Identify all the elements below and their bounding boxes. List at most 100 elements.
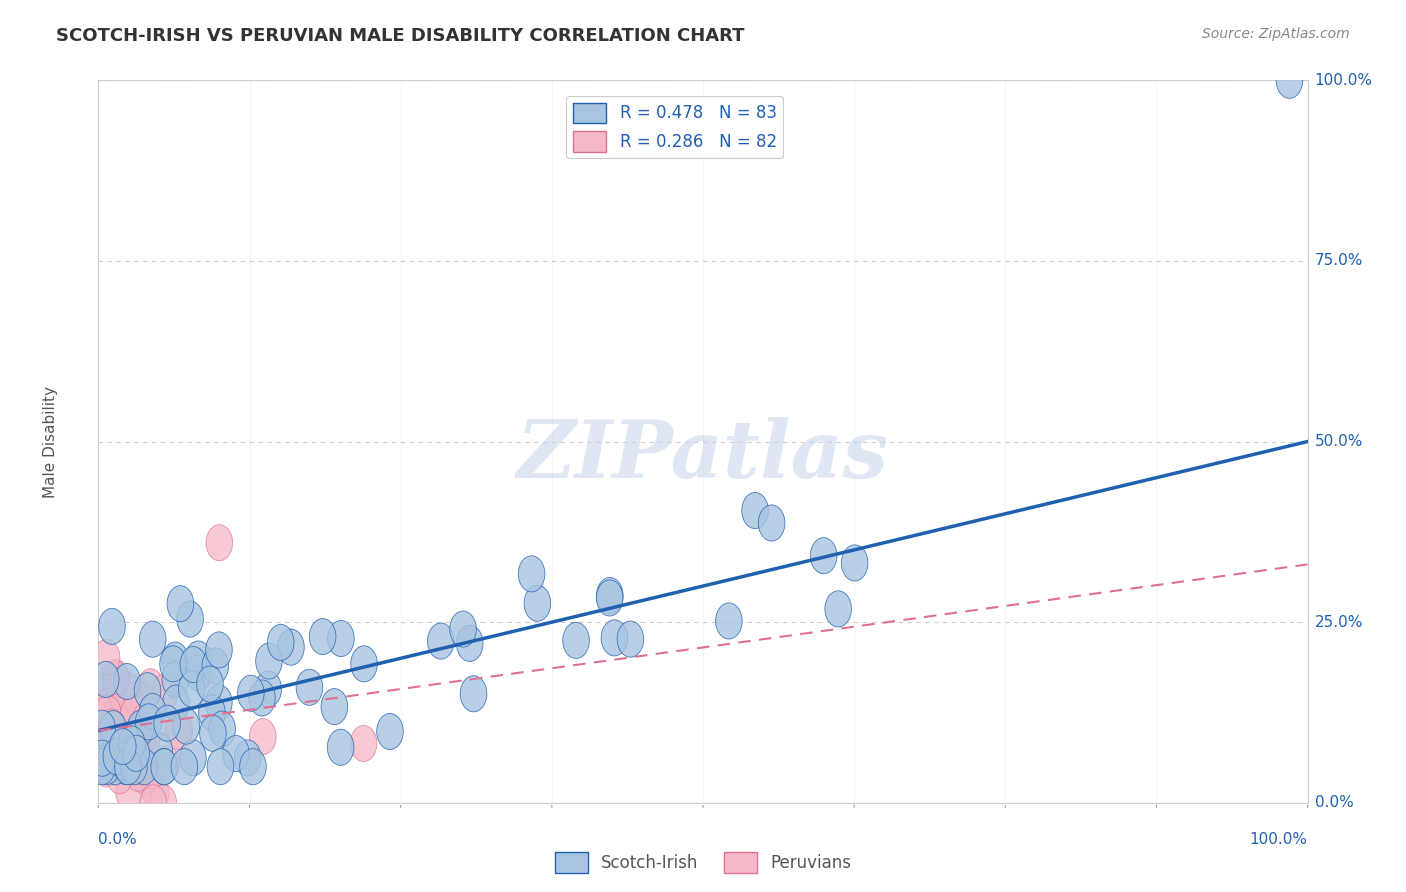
Ellipse shape bbox=[96, 721, 122, 757]
Ellipse shape bbox=[86, 675, 112, 712]
Ellipse shape bbox=[121, 748, 148, 785]
Ellipse shape bbox=[235, 739, 262, 776]
Ellipse shape bbox=[309, 618, 336, 655]
Text: 0.0%: 0.0% bbox=[98, 831, 138, 847]
Ellipse shape bbox=[328, 621, 354, 657]
Ellipse shape bbox=[267, 624, 294, 660]
Ellipse shape bbox=[91, 697, 118, 733]
Ellipse shape bbox=[103, 739, 129, 774]
Ellipse shape bbox=[103, 659, 129, 696]
Ellipse shape bbox=[115, 673, 142, 709]
Ellipse shape bbox=[180, 739, 207, 776]
Ellipse shape bbox=[450, 611, 477, 647]
Ellipse shape bbox=[519, 556, 546, 592]
Ellipse shape bbox=[93, 748, 120, 785]
Ellipse shape bbox=[100, 711, 127, 747]
Ellipse shape bbox=[186, 641, 212, 677]
Ellipse shape bbox=[125, 748, 152, 784]
Ellipse shape bbox=[138, 669, 165, 705]
Ellipse shape bbox=[94, 744, 121, 780]
Ellipse shape bbox=[202, 648, 229, 684]
Ellipse shape bbox=[104, 694, 131, 731]
Ellipse shape bbox=[377, 714, 404, 749]
Text: SCOTCH-IRISH VS PERUVIAN MALE DISABILITY CORRELATION CHART: SCOTCH-IRISH VS PERUVIAN MALE DISABILITY… bbox=[56, 27, 745, 45]
Ellipse shape bbox=[825, 591, 852, 627]
Ellipse shape bbox=[97, 719, 124, 755]
Ellipse shape bbox=[277, 629, 304, 665]
Ellipse shape bbox=[810, 538, 837, 574]
Ellipse shape bbox=[162, 662, 188, 698]
Ellipse shape bbox=[124, 748, 150, 785]
Ellipse shape bbox=[118, 726, 145, 762]
Ellipse shape bbox=[94, 696, 121, 731]
Ellipse shape bbox=[90, 733, 117, 769]
Ellipse shape bbox=[87, 704, 114, 740]
Ellipse shape bbox=[179, 671, 205, 707]
Ellipse shape bbox=[115, 773, 142, 809]
Ellipse shape bbox=[596, 580, 623, 616]
Ellipse shape bbox=[153, 746, 180, 781]
Ellipse shape bbox=[742, 492, 769, 529]
Ellipse shape bbox=[460, 676, 486, 712]
Ellipse shape bbox=[172, 748, 198, 785]
Ellipse shape bbox=[112, 748, 139, 785]
Ellipse shape bbox=[110, 729, 136, 764]
Ellipse shape bbox=[108, 696, 134, 731]
Ellipse shape bbox=[150, 748, 177, 785]
Ellipse shape bbox=[186, 655, 212, 691]
Ellipse shape bbox=[132, 758, 159, 795]
Ellipse shape bbox=[89, 743, 115, 780]
Ellipse shape bbox=[153, 706, 180, 741]
Ellipse shape bbox=[222, 735, 249, 772]
Text: ZIPatlas: ZIPatlas bbox=[517, 417, 889, 495]
Ellipse shape bbox=[160, 646, 187, 681]
Ellipse shape bbox=[108, 734, 135, 770]
Text: Male Disability: Male Disability bbox=[42, 385, 58, 498]
Ellipse shape bbox=[239, 748, 266, 785]
Ellipse shape bbox=[107, 757, 132, 794]
Ellipse shape bbox=[716, 603, 742, 639]
Ellipse shape bbox=[197, 666, 224, 702]
Ellipse shape bbox=[165, 714, 191, 749]
Legend: Scotch-Irish, Peruvians: Scotch-Irish, Peruvians bbox=[548, 846, 858, 880]
Ellipse shape bbox=[139, 743, 166, 780]
Ellipse shape bbox=[180, 647, 207, 682]
Ellipse shape bbox=[141, 785, 166, 821]
Ellipse shape bbox=[166, 712, 193, 748]
Text: 50.0%: 50.0% bbox=[1315, 434, 1362, 449]
Ellipse shape bbox=[108, 727, 135, 763]
Ellipse shape bbox=[94, 708, 121, 745]
Ellipse shape bbox=[152, 673, 179, 710]
Ellipse shape bbox=[142, 774, 169, 811]
Ellipse shape bbox=[162, 642, 188, 678]
Ellipse shape bbox=[256, 643, 283, 679]
Text: 25.0%: 25.0% bbox=[1315, 615, 1362, 630]
Ellipse shape bbox=[198, 695, 225, 731]
Ellipse shape bbox=[86, 695, 112, 731]
Ellipse shape bbox=[122, 735, 149, 772]
Ellipse shape bbox=[93, 640, 120, 675]
Ellipse shape bbox=[209, 711, 235, 747]
Ellipse shape bbox=[841, 545, 868, 581]
Ellipse shape bbox=[139, 693, 166, 730]
Ellipse shape bbox=[150, 785, 177, 821]
Ellipse shape bbox=[350, 725, 377, 762]
Text: Source: ZipAtlas.com: Source: ZipAtlas.com bbox=[1202, 27, 1350, 41]
Ellipse shape bbox=[134, 673, 160, 709]
Ellipse shape bbox=[125, 756, 152, 791]
Ellipse shape bbox=[139, 753, 166, 789]
Ellipse shape bbox=[146, 732, 173, 769]
Ellipse shape bbox=[107, 703, 134, 739]
Ellipse shape bbox=[167, 586, 194, 622]
Ellipse shape bbox=[98, 608, 125, 644]
Ellipse shape bbox=[200, 715, 226, 751]
Ellipse shape bbox=[177, 601, 204, 637]
Ellipse shape bbox=[129, 720, 155, 756]
Ellipse shape bbox=[131, 748, 157, 785]
Ellipse shape bbox=[105, 731, 132, 768]
Ellipse shape bbox=[617, 621, 644, 657]
Ellipse shape bbox=[89, 748, 115, 785]
Ellipse shape bbox=[91, 690, 118, 725]
Ellipse shape bbox=[205, 632, 232, 668]
Ellipse shape bbox=[114, 710, 141, 747]
